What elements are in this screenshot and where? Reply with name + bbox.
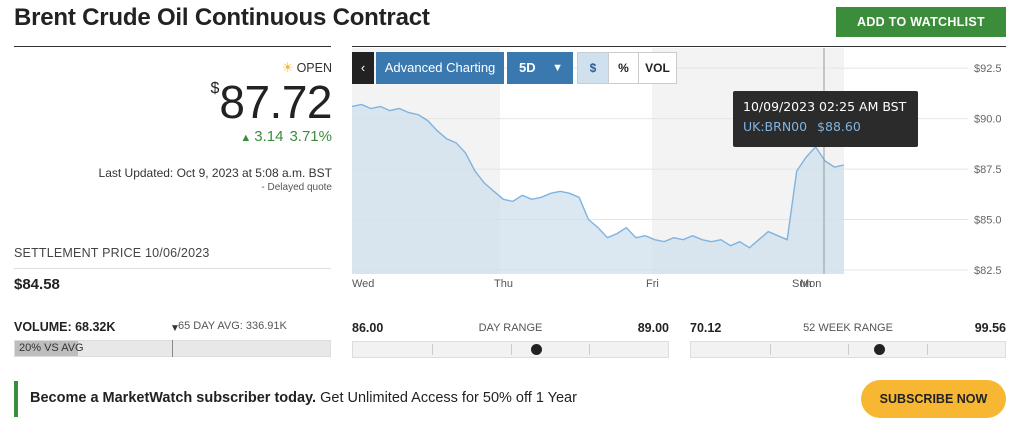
subscribe-now-button[interactable]: SUBSCRIBE NOW <box>861 380 1006 418</box>
y-tick-label: $90.0 <box>974 114 1002 126</box>
market-status: ☀ OPEN <box>270 60 332 78</box>
divider <box>14 268 331 269</box>
range-tick <box>848 344 849 355</box>
range-tick <box>769 344 771 355</box>
price-change: ▲ 3.14 3.71% <box>200 128 332 148</box>
week52-range-bar <box>690 341 1006 358</box>
range-tick <box>926 344 928 355</box>
y-tick-label: $87.5 <box>974 164 1002 176</box>
delayed-quote-note: - Delayed quote <box>261 182 332 193</box>
x-tick-label: Thu <box>494 278 513 290</box>
add-to-watchlist-button[interactable]: ADD TO WATCHLIST <box>836 7 1006 37</box>
tooltip-value: $88.60 <box>817 119 861 134</box>
chart-tooltip: 10/09/2023 02:25 AM BST UK:BRN00 $88.60 <box>733 91 918 147</box>
currency-symbol: $ <box>210 80 220 97</box>
last-updated: Last Updated: Oct 9, 2023 at 5:08 a.m. B… <box>98 166 332 180</box>
volume-bar: 20% VS AVG <box>14 340 331 357</box>
day-range-marker <box>530 344 542 355</box>
y-tick-label: $82.5 <box>974 265 1002 277</box>
avg-volume-label: 65 DAY AVG: 336.91K <box>178 320 287 332</box>
tooltip-datetime: 10/09/2023 02:25 AM BST <box>743 99 907 114</box>
dollar-mode-button[interactable]: $ <box>578 53 608 83</box>
up-arrow-icon: ▲ <box>240 132 252 144</box>
last-price: 87.72 <box>219 76 332 128</box>
period-select[interactable]: 5D ▼ <box>507 52 573 84</box>
sun-icon: ☀ <box>281 60 294 75</box>
settlement-label: SETTLEMENT PRICE 10/06/2023 <box>14 246 210 260</box>
volume-vs-avg: 20% VS AVG <box>19 342 84 354</box>
market-status-label: OPEN <box>296 61 332 75</box>
day-range-label: DAY RANGE <box>478 322 543 334</box>
volume-bar-fill <box>15 341 78 356</box>
divider <box>352 46 1006 47</box>
page-title: Brent Crude Oil Continuous Contract <box>14 4 430 31</box>
promo-headline: Become a MarketWatch subscriber today. <box>30 390 317 406</box>
x-tick-label: Mon <box>800 278 821 290</box>
range-tick <box>431 344 433 355</box>
y-tick-label: $85.0 <box>974 215 1002 227</box>
x-tick-label: Sun <box>792 278 812 290</box>
promo-accent <box>14 381 18 417</box>
tooltip-symbol: UK:BRN00 <box>743 119 808 134</box>
day-range-low: 86.00 <box>352 321 384 335</box>
price-line <box>352 103 845 249</box>
avg-marker-icon: ▼ <box>170 323 180 334</box>
period-select-label: 5D <box>519 60 536 75</box>
x-tick-label: Fri <box>646 278 659 290</box>
avg-volume-marker <box>172 340 173 357</box>
week52-range-marker <box>874 344 886 355</box>
change-percent: 3.71% <box>289 128 332 145</box>
week52-range-label: 52 WEEK RANGE <box>803 322 893 334</box>
caret-down-icon: ▼ <box>552 62 563 74</box>
week52-range: 70.12 52 WEEK RANGE 99.56 <box>690 321 1006 361</box>
volume-label: VOLUME: 68.32K <box>14 320 116 334</box>
settlement-value: $84.58 <box>14 276 60 293</box>
price-display: $87.72 <box>170 76 332 128</box>
tooltip-values: UK:BRN00 $88.60 <box>743 119 908 134</box>
promo-offer: Get Unlimited Access for 50% off 1 Year <box>316 390 577 406</box>
chart-mode-toggle: $ % VOL <box>577 52 677 84</box>
range-tick <box>510 344 512 355</box>
week52-range-high: 99.56 <box>974 321 1006 335</box>
collapse-button[interactable]: ‹ <box>352 52 374 84</box>
advanced-charting-button[interactable]: Advanced Charting <box>376 52 504 84</box>
week52-range-low: 70.12 <box>690 321 722 335</box>
day-range-high: 89.00 <box>637 321 669 335</box>
change-value: 3.14 <box>254 128 284 145</box>
volume-toggle-button[interactable]: VOL <box>638 53 676 83</box>
promo-banner: Become a MarketWatch subscriber today. G… <box>30 390 577 406</box>
day-range-bar <box>352 341 669 358</box>
percent-mode-button[interactable]: % <box>608 53 638 83</box>
x-tick-label: Wed <box>352 278 374 290</box>
range-tick <box>589 344 591 355</box>
y-tick-label: $92.5 <box>974 63 1002 75</box>
day-range: 86.00 DAY RANGE 89.00 <box>352 321 669 361</box>
divider <box>14 46 331 47</box>
price-area <box>352 104 844 274</box>
